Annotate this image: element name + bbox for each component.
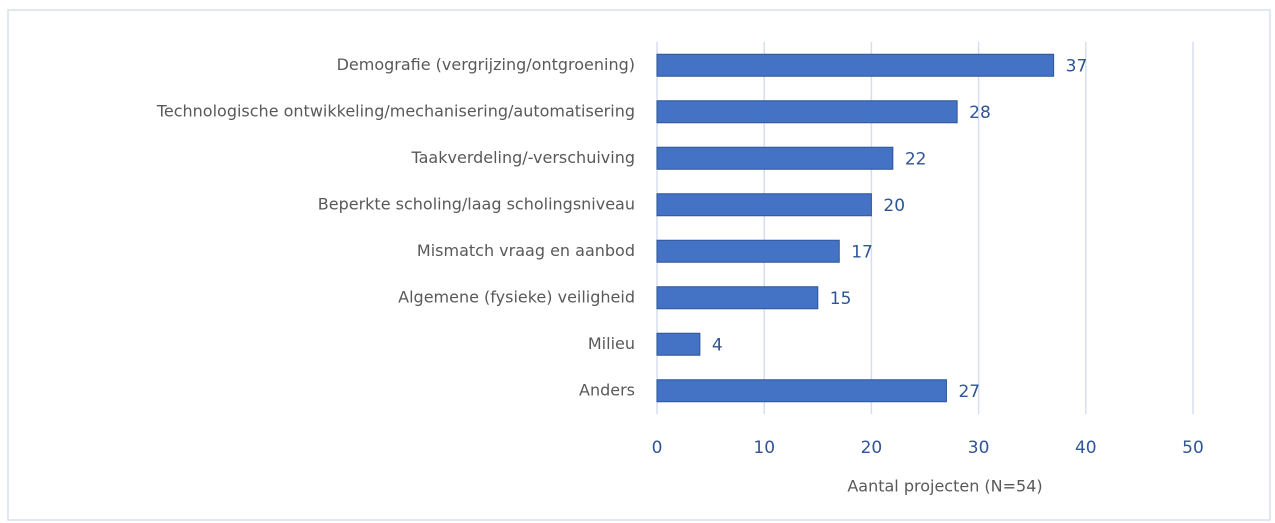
bar (656, 100, 958, 124)
data-label: 20 (883, 196, 905, 216)
x-tick-label: 10 (753, 438, 775, 458)
x-tick-label: 0 (652, 438, 663, 458)
bar (656, 286, 819, 310)
chart-border (7, 9, 1271, 521)
y-tick-label: Algemene (fysieke) veiligheid (398, 287, 635, 306)
y-tick-label: Taakverdeling/-verschuiving (411, 148, 636, 167)
data-label: 22 (905, 149, 927, 169)
y-tick-label: Anders (579, 380, 635, 399)
x-tick-label: 50 (1182, 438, 1204, 458)
data-label: 37 (1066, 56, 1088, 76)
data-label: 4 (712, 335, 723, 355)
x-axis-label: Aantal projecten (N=54) (847, 477, 1042, 496)
x-tick-label: 30 (968, 438, 990, 458)
y-tick-label: Beperkte scholing/laag scholingsniveau (318, 194, 635, 213)
bar (656, 379, 947, 403)
bar (656, 193, 872, 217)
bar (656, 53, 1055, 77)
data-label: 17 (851, 242, 873, 262)
data-label: 28 (969, 103, 991, 123)
x-tick-label: 20 (861, 438, 883, 458)
y-tick-label: Demografie (vergrijzing/ontgroening) (337, 55, 635, 74)
y-tick-label: Milieu (588, 334, 635, 353)
y-tick-label: Mismatch vraag en aanbod (417, 241, 635, 260)
data-label: 15 (830, 289, 852, 309)
bar (656, 332, 701, 356)
y-tick-label: Technologische ontwikkeling/mechaniserin… (156, 101, 635, 120)
x-tick-label: 40 (1075, 438, 1097, 458)
data-label: 27 (958, 382, 980, 402)
bar (656, 146, 894, 170)
bar (656, 239, 840, 263)
